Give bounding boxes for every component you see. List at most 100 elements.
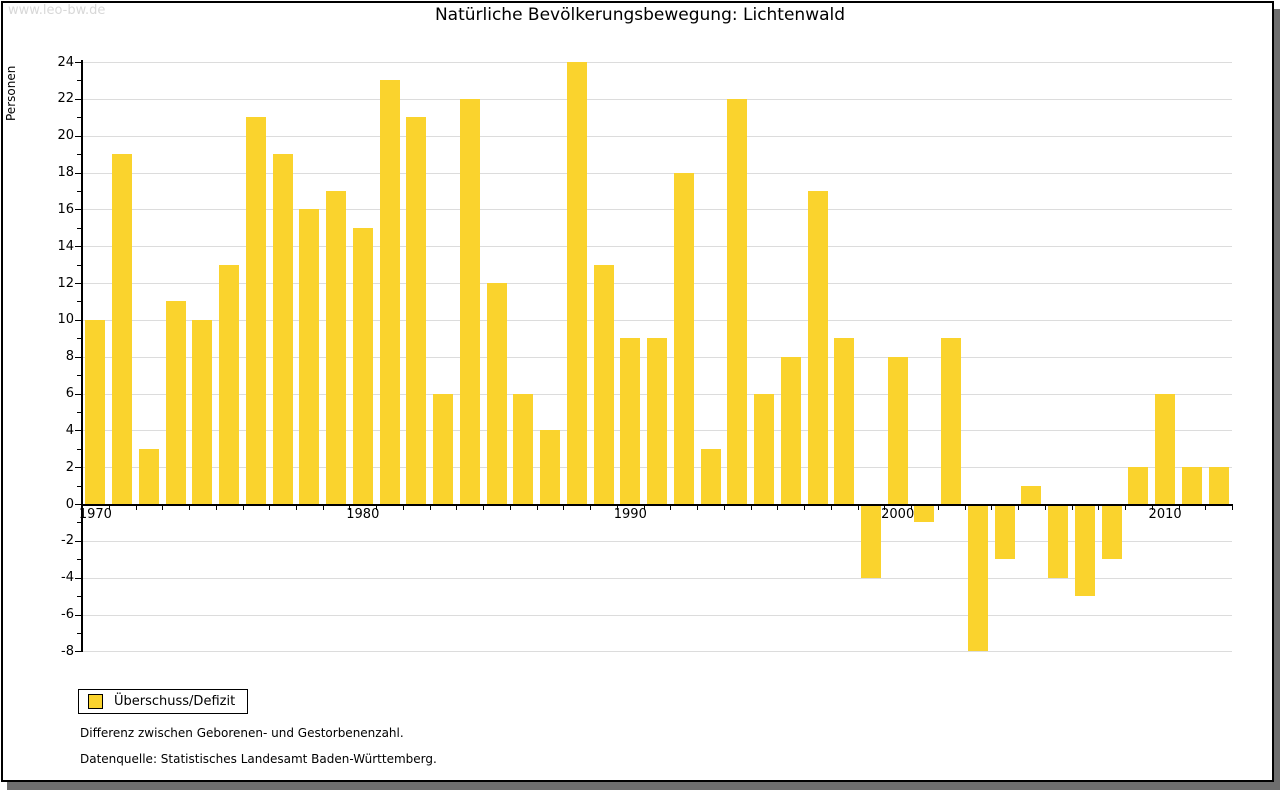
bar-1980 bbox=[352, 227, 373, 505]
y-tick-5 bbox=[77, 411, 81, 413]
gridline-20 bbox=[82, 135, 1232, 137]
x-tick-39 bbox=[1125, 506, 1126, 510]
bar-1982 bbox=[406, 117, 427, 505]
chart-title: Natürliche Bevölkerungsbewegung: Lichten… bbox=[434, 5, 846, 25]
bar-1987 bbox=[540, 430, 560, 504]
x-tick-32 bbox=[937, 506, 939, 510]
y-tick-label-8: 8 bbox=[65, 349, 74, 365]
y-tick--6 bbox=[75, 614, 81, 616]
x-tick-10 bbox=[349, 506, 351, 510]
x-tick-2 bbox=[135, 506, 137, 510]
y-tick-label--6: -6 bbox=[61, 607, 74, 622]
y-tick-6 bbox=[75, 393, 81, 395]
bar-2004 bbox=[994, 506, 1015, 560]
x-tick-22 bbox=[670, 506, 672, 510]
bar-1984 bbox=[459, 98, 480, 504]
y-tick-22 bbox=[75, 98, 81, 100]
bar-1994 bbox=[727, 98, 748, 504]
gridline--6 bbox=[82, 614, 1232, 616]
x-tick-27 bbox=[804, 506, 806, 510]
bar-1976 bbox=[245, 117, 266, 505]
bar-2001 bbox=[914, 506, 935, 523]
footnote-description: Differenz zwischen Geborenen- und Gestor… bbox=[80, 726, 404, 740]
bar-2009 bbox=[1128, 467, 1149, 504]
x-tick-37 bbox=[1071, 506, 1073, 510]
bar-2005 bbox=[1021, 485, 1042, 504]
bar-2011 bbox=[1181, 467, 1202, 504]
bar-2007 bbox=[1074, 506, 1095, 597]
y-tick-12 bbox=[75, 283, 81, 284]
bar-1995 bbox=[754, 393, 774, 504]
y-tick-3 bbox=[77, 448, 81, 450]
y-tick--7 bbox=[77, 632, 81, 634]
x-tick-label-2010: 2010 bbox=[1148, 507, 1182, 522]
x-tick-25 bbox=[750, 506, 752, 510]
x-tick-33 bbox=[964, 506, 966, 510]
bar-1992 bbox=[673, 172, 694, 504]
x-tick-14 bbox=[456, 506, 458, 510]
y-tick-label-18: 18 bbox=[57, 165, 74, 180]
legend-label: Überschuss/Defizit bbox=[114, 694, 236, 709]
bar-1983 bbox=[433, 393, 453, 504]
bar-1970 bbox=[85, 319, 106, 504]
bar-2003 bbox=[967, 506, 988, 652]
x-tick-26 bbox=[777, 506, 779, 510]
y-tick-10 bbox=[75, 319, 81, 321]
legend: Überschuss/Defizit bbox=[78, 689, 249, 714]
bar-1986 bbox=[513, 393, 534, 504]
y-tick-label--2: -2 bbox=[61, 533, 74, 549]
y-tick-1 bbox=[77, 485, 81, 487]
gridline-16 bbox=[82, 209, 1232, 211]
y-tick-23 bbox=[77, 80, 81, 82]
gridline-18 bbox=[82, 172, 1232, 174]
bar-1989 bbox=[593, 264, 614, 504]
bar-1988 bbox=[566, 62, 587, 504]
y-tick-label-14: 14 bbox=[57, 238, 74, 254]
footnote-source: Datenquelle: Statistisches Landesamt Bad… bbox=[80, 752, 437, 766]
gridline--4 bbox=[82, 577, 1232, 579]
bar-1991 bbox=[647, 338, 667, 505]
y-tick-18 bbox=[75, 172, 81, 174]
bar-2000 bbox=[887, 356, 908, 504]
y-tick--8 bbox=[75, 651, 81, 653]
x-tick-28 bbox=[830, 506, 832, 510]
bar-2010 bbox=[1155, 393, 1176, 504]
x-tick-24 bbox=[723, 506, 725, 510]
x-tick-40 bbox=[1151, 506, 1153, 510]
x-tick-11 bbox=[376, 506, 378, 510]
x-tick-9 bbox=[322, 506, 324, 510]
x-tick-21 bbox=[643, 506, 645, 510]
legend-swatch-icon bbox=[88, 694, 103, 709]
bar-2002 bbox=[941, 338, 962, 505]
y-tick-label-0: 0 bbox=[65, 496, 74, 512]
x-tick-19 bbox=[590, 506, 592, 510]
x-tick-23 bbox=[697, 506, 699, 510]
y-tick-21 bbox=[77, 117, 81, 119]
gridline-10 bbox=[82, 319, 1232, 321]
bar-1977 bbox=[272, 154, 293, 504]
y-tick-label-10: 10 bbox=[57, 312, 74, 328]
y-tick-label--8: -8 bbox=[61, 643, 74, 659]
x-tick-34 bbox=[991, 506, 993, 510]
y-tick-16 bbox=[75, 209, 81, 211]
gridline-22 bbox=[82, 98, 1232, 100]
x-tick-41 bbox=[1178, 506, 1180, 510]
y-tick-4 bbox=[75, 430, 81, 432]
bar-1975 bbox=[219, 264, 240, 504]
y-tick-label-2: 2 bbox=[65, 459, 74, 475]
gridline--8 bbox=[82, 651, 1232, 653]
x-tick-12 bbox=[402, 506, 404, 510]
x-tick-6 bbox=[242, 506, 244, 510]
bar-1973 bbox=[165, 301, 186, 504]
bar-1993 bbox=[700, 448, 721, 505]
y-tick-label-16: 16 bbox=[57, 201, 74, 217]
y-tick-label-22: 22 bbox=[57, 91, 74, 107]
bar-1971 bbox=[112, 154, 133, 504]
x-tick-15 bbox=[483, 506, 485, 510]
x-tick-20 bbox=[616, 506, 618, 510]
gridline-14 bbox=[82, 246, 1232, 248]
bar-1999 bbox=[861, 506, 881, 578]
bar-2012 bbox=[1208, 467, 1229, 504]
